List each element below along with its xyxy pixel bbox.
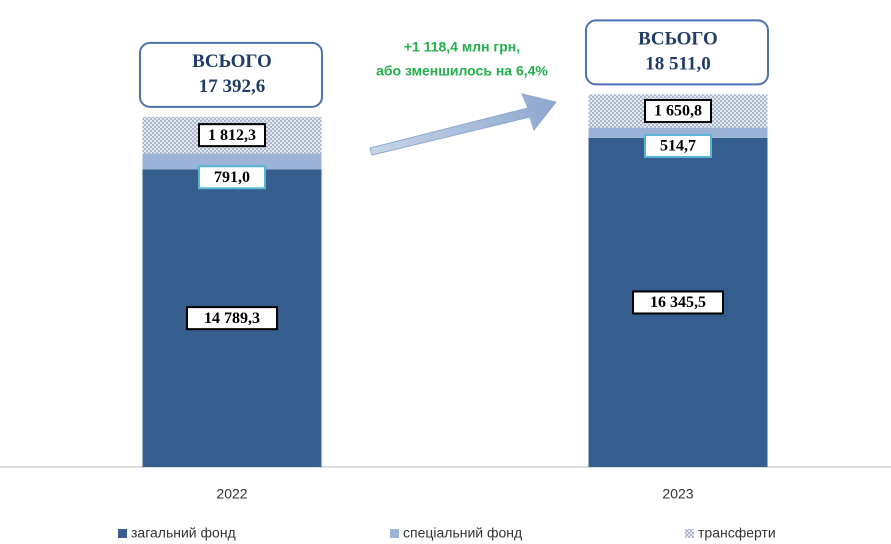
- value-label: 514,7: [660, 138, 696, 155]
- legend-label: загальний фонд: [131, 525, 236, 541]
- value-label: 16 345,5: [650, 294, 706, 311]
- bar-segment: [588, 127, 768, 138]
- value-label: 14 789,3: [204, 310, 260, 327]
- legend-marker: [390, 529, 399, 538]
- bar-segment: [142, 153, 322, 170]
- value-label-box: [632, 290, 724, 315]
- value-label: 791,0: [214, 169, 250, 186]
- value-label: 1 650,8: [654, 103, 702, 120]
- annotation: або зменшилось на 6,4%: [376, 63, 548, 79]
- value-label-box: [186, 306, 278, 331]
- legend-marker: [118, 529, 127, 538]
- value-label-box: [644, 98, 712, 123]
- x-tick-label: 2022: [216, 486, 247, 502]
- annotation: +1 118,4 млн грн,: [404, 39, 520, 55]
- total-box: [585, 19, 769, 86]
- total-box: [139, 41, 323, 108]
- total-title: ВСЬОГО: [192, 51, 272, 72]
- total-value: 18 511,0: [645, 54, 710, 75]
- value-label-box: [198, 123, 266, 148]
- arrow: [369, 93, 557, 156]
- value-label-box: [198, 165, 266, 190]
- x-tick-label: 2023: [662, 486, 693, 502]
- total-title: ВСЬОГО: [638, 29, 718, 50]
- legend-label: спеціальний фонд: [403, 525, 522, 541]
- legend-label: трансферти: [698, 525, 776, 541]
- legend-marker: [685, 529, 694, 538]
- value-label: 1 812,3: [208, 127, 256, 144]
- value-label-box: [644, 133, 712, 158]
- total-value: 17 392,6: [199, 76, 266, 97]
